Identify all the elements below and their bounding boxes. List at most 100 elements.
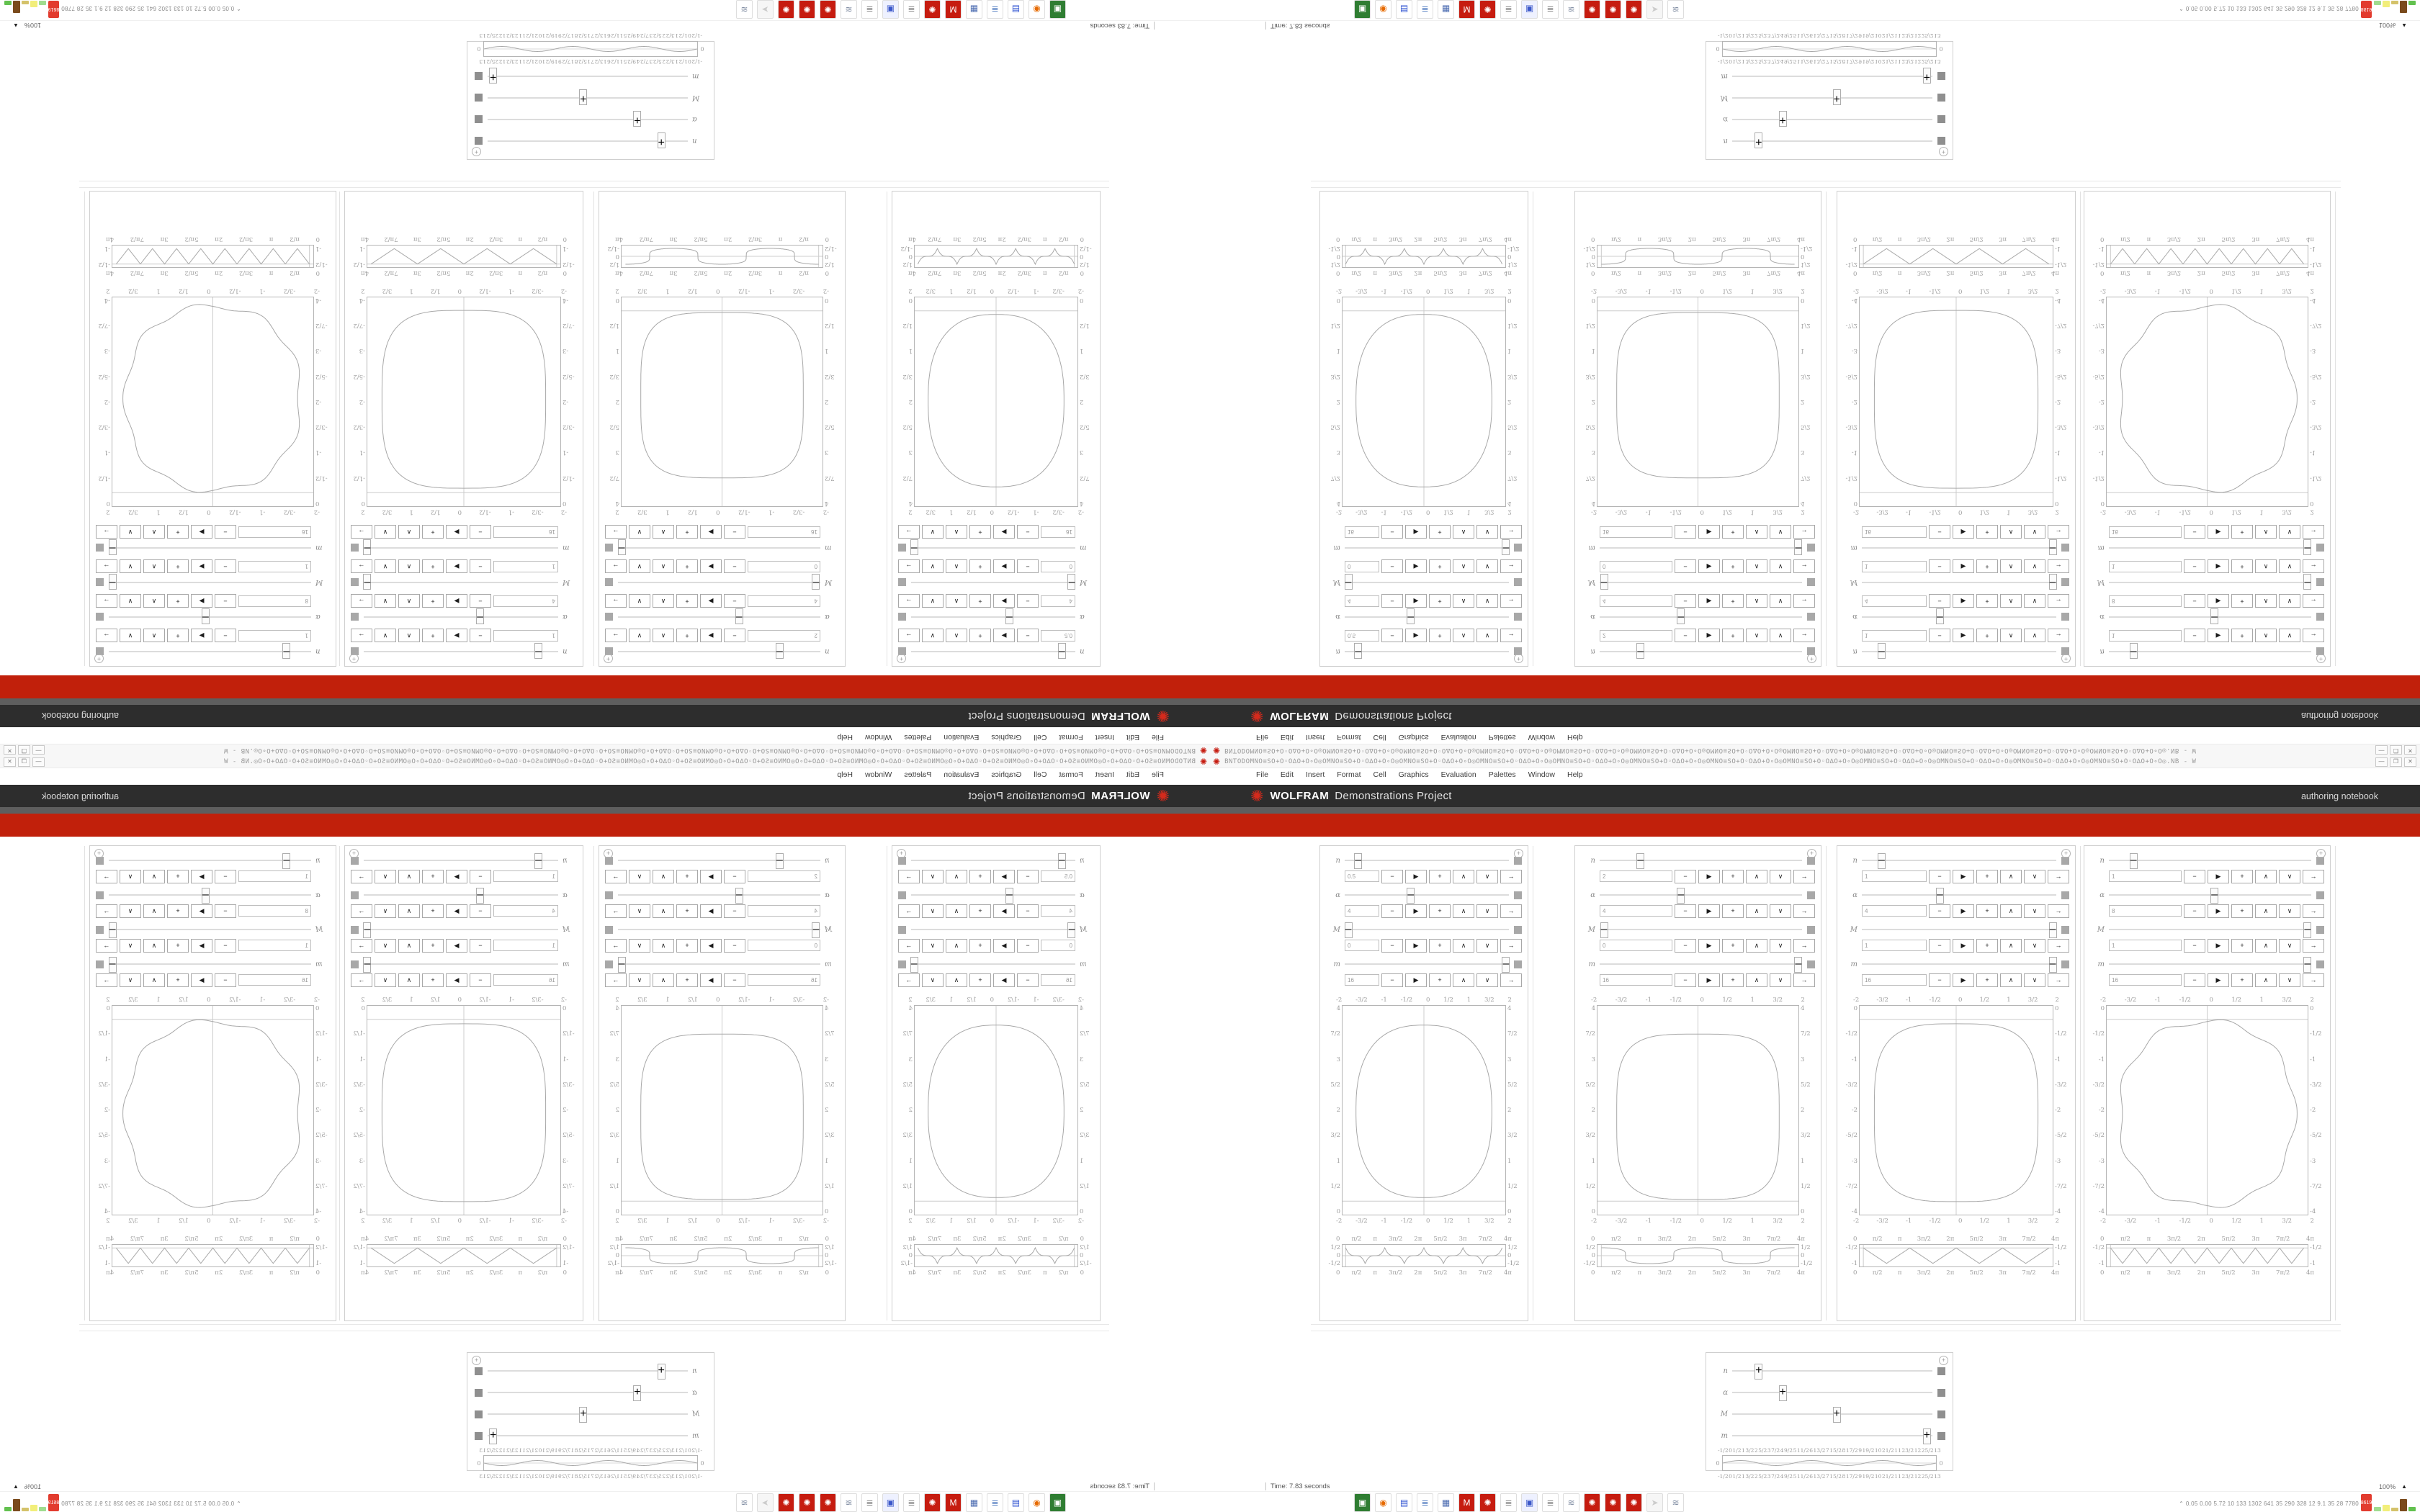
stepper-button[interactable]: ▶: [191, 629, 212, 643]
stepper-button[interactable]: ▶: [191, 869, 212, 883]
menu-item[interactable]: Cell: [1373, 770, 1386, 779]
window-titlebar[interactable]: ✺ BNTODOMNO≡SO+O◦O∆O+O∘O◎OMNO≡SO+O◦O∆O+O…: [0, 744, 1210, 756]
slider-track[interactable]: –: [108, 922, 311, 938]
stepper-button[interactable]: −: [1929, 559, 1950, 574]
ghost-icon[interactable]: ➤: [1646, 0, 1663, 19]
notepad-icon[interactable]: ≣: [861, 0, 878, 19]
stepper-button[interactable]: →: [2048, 525, 2069, 539]
slider-track[interactable]: +: [488, 111, 688, 127]
stepper-button[interactable]: →: [605, 904, 627, 918]
slider-value-field[interactable]: [1345, 974, 1379, 986]
firefox-icon[interactable]: ◉: [1375, 1493, 1392, 1512]
slider-track[interactable]: –: [108, 574, 311, 590]
slider-menu-button[interactable]: [2316, 544, 2324, 552]
stepper-button[interactable]: ▶: [191, 594, 212, 608]
stepper-button[interactable]: −: [215, 938, 236, 953]
slider-value-field[interactable]: [238, 526, 311, 538]
stepper-button[interactable]: +: [676, 594, 698, 608]
stepper-button[interactable]: +: [167, 869, 189, 883]
notepad-icon[interactable]: ≣: [1542, 1493, 1559, 1512]
stepper-button[interactable]: +: [676, 973, 698, 987]
menu-item[interactable]: Help: [1567, 770, 1583, 779]
slider-thumb[interactable]: –: [735, 608, 743, 624]
slider-thumb[interactable]: –: [1354, 643, 1363, 659]
stepper-button[interactable]: ∧: [1453, 629, 1474, 643]
expand-icon[interactable]: +: [94, 654, 104, 663]
spikey-icon[interactable]: ✺: [820, 0, 836, 19]
slider-track[interactable]: +: [1732, 1428, 1932, 1444]
slider-value-field[interactable]: [493, 940, 558, 951]
stepper-button[interactable]: ∨: [375, 869, 396, 883]
slider-track[interactable]: –: [911, 888, 1075, 904]
slider-value-field[interactable]: [238, 595, 311, 607]
slider-menu-button[interactable]: [96, 578, 104, 587]
slider-thumb[interactable]: –: [1878, 643, 1886, 659]
slider-thumb[interactable]: –: [363, 922, 372, 938]
stepper-button[interactable]: +: [422, 525, 444, 539]
menu-item[interactable]: Evaluation: [1440, 733, 1476, 742]
stepper-button[interactable]: +: [1976, 904, 1998, 918]
stepper-button[interactable]: +: [1429, 525, 1451, 539]
stepper-button[interactable]: ∨: [1476, 594, 1498, 608]
stepper-button[interactable]: +: [167, 973, 189, 987]
slider-thumb[interactable]: +: [657, 1364, 666, 1380]
slider-thumb[interactable]: –: [812, 922, 820, 938]
expand-icon[interactable]: +: [2061, 654, 2071, 663]
slider-thumb[interactable]: –: [812, 574, 820, 590]
stepper-button[interactable]: →: [2303, 904, 2324, 918]
spikey-icon[interactable]: ✺: [1584, 1493, 1600, 1512]
slider-track[interactable]: –: [364, 608, 558, 624]
slider-track[interactable]: +: [488, 1364, 688, 1380]
slider-value-field[interactable]: [493, 561, 558, 572]
stepper-button[interactable]: +: [422, 973, 444, 987]
slider-plus-button[interactable]: [1937, 72, 1945, 81]
stepper-button[interactable]: ∨: [922, 938, 944, 953]
stepper-button[interactable]: ∧: [2255, 973, 2277, 987]
notepad-icon[interactable]: ≣: [1500, 1493, 1517, 1512]
stepper-button[interactable]: ∨: [2024, 629, 2045, 643]
stepper-button[interactable]: ∨: [1476, 938, 1498, 953]
slider-plus-button[interactable]: [1937, 1388, 1945, 1397]
menu-item[interactable]: Cell: [1373, 733, 1386, 742]
green-app-icon[interactable]: ▣: [1354, 0, 1371, 19]
ghost-icon[interactable]: ➤: [1646, 1493, 1663, 1512]
stepper-button[interactable]: ∨: [375, 525, 396, 539]
spikey-icon[interactable]: ✺: [1626, 1493, 1642, 1512]
stepper-button[interactable]: ∨: [922, 525, 944, 539]
slider-value-field[interactable]: [1041, 974, 1075, 986]
slider-plus-button[interactable]: [475, 94, 483, 102]
stepper-button[interactable]: ∧: [1453, 869, 1474, 883]
scroll-icon[interactable]: ≋: [736, 1493, 753, 1512]
stepper-button[interactable]: +: [676, 559, 698, 574]
slider-value-field[interactable]: [1600, 870, 1672, 882]
stepper-button[interactable]: ∨: [629, 559, 650, 574]
stepper-button[interactable]: →: [605, 525, 627, 539]
slider-value-field[interactable]: [238, 905, 311, 917]
menu-item[interactable]: Palettes: [904, 770, 932, 779]
stepper-button[interactable]: +: [2231, 525, 2253, 539]
stepper-button[interactable]: ∧: [2255, 594, 2277, 608]
slider-track[interactable]: +: [1732, 68, 1932, 84]
slider-track[interactable]: +: [1732, 1385, 1932, 1401]
stepper-button[interactable]: +: [1429, 973, 1451, 987]
stepper-button[interactable]: ▶: [1953, 559, 1974, 574]
slider-value-field[interactable]: [1041, 940, 1075, 951]
menu-item[interactable]: Insert: [1306, 733, 1325, 742]
stepper-button[interactable]: ∨: [1770, 938, 1791, 953]
stepper-button[interactable]: ∧: [143, 869, 165, 883]
slider-track[interactable]: –: [1345, 539, 1510, 555]
stepper-button[interactable]: +: [676, 629, 698, 643]
stepper-button[interactable]: ∨: [1476, 973, 1498, 987]
stepper-button[interactable]: −: [724, 869, 745, 883]
slider-value-field[interactable]: [493, 905, 558, 917]
stepper-button[interactable]: →: [898, 904, 920, 918]
slider-track[interactable]: +: [488, 1385, 688, 1401]
stepper-button[interactable]: ∨: [375, 559, 396, 574]
stepper-button[interactable]: −: [215, 869, 236, 883]
stepper-button[interactable]: ∧: [143, 904, 165, 918]
slider-thumb[interactable]: –: [534, 853, 542, 869]
stepper-button[interactable]: −: [1381, 594, 1403, 608]
stepper-button[interactable]: ▶: [446, 559, 467, 574]
slider-value-field[interactable]: [748, 561, 820, 572]
slider-value-field[interactable]: [1041, 561, 1075, 572]
